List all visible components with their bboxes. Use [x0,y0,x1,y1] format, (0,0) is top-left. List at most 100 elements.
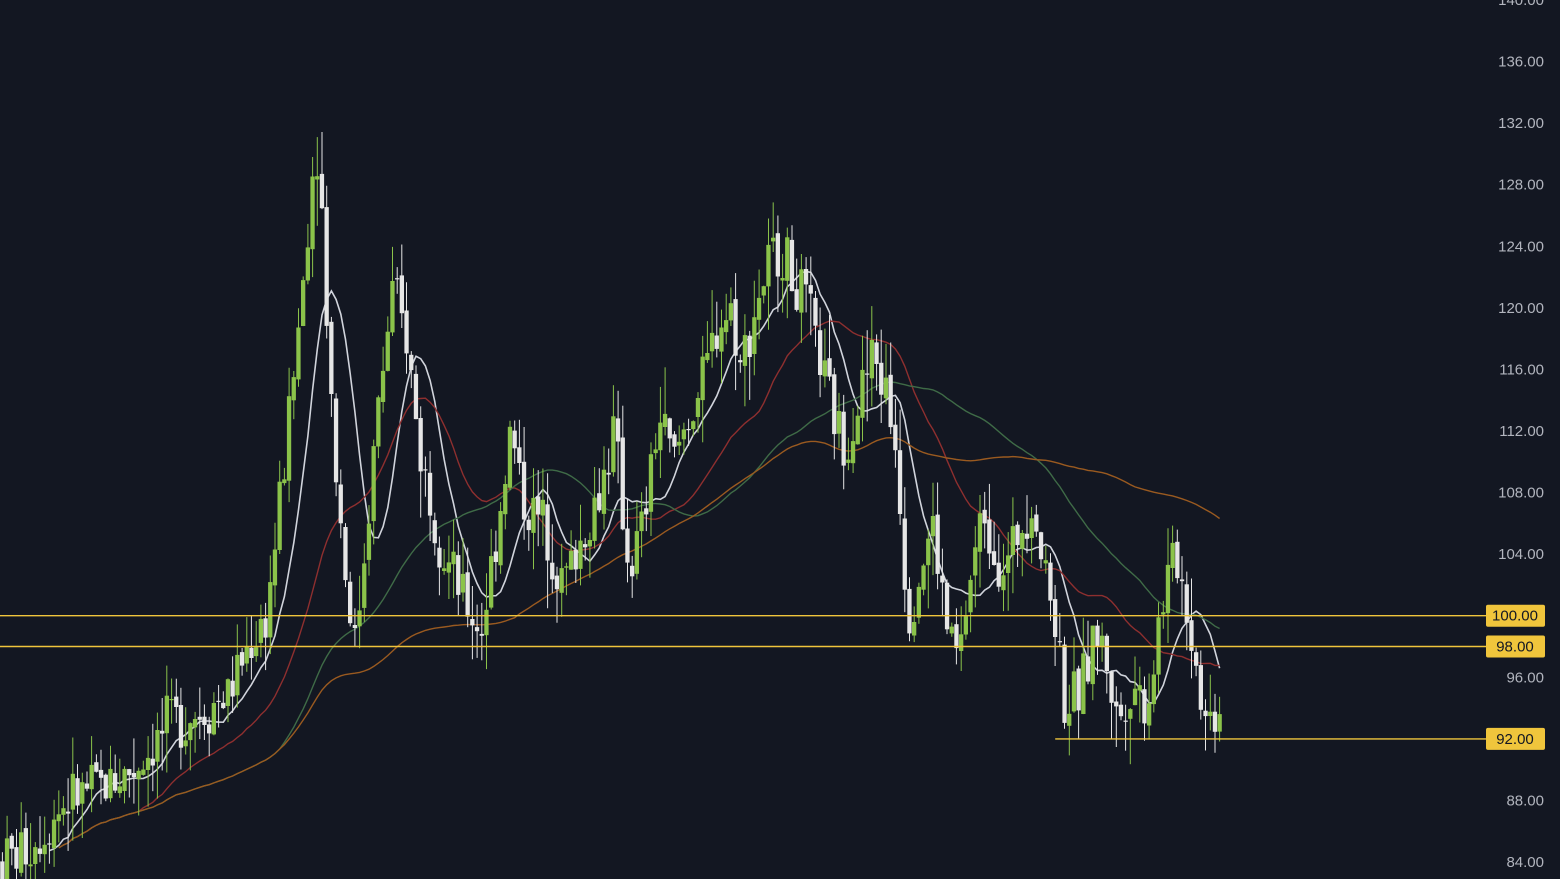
candle-body-down [1015,524,1020,546]
candle [413,365,419,420]
candle [136,767,141,816]
candle [141,760,146,776]
price-level-badge[interactable]: 100.00 [1486,604,1545,627]
candle-body-down [747,335,752,357]
candle [1104,633,1109,694]
y-tick-label: 96.00 [1506,669,1544,686]
candle-body-down [338,484,343,524]
candle-body-up [51,819,57,849]
candle [70,737,75,841]
candle-body-up [503,484,508,515]
candle-body-up [390,281,395,333]
candle [1194,647,1199,677]
candle-body-down [545,504,550,561]
candle-body-up [1217,714,1222,732]
candle-body-down [249,647,254,658]
price-level-label: 92.00 [1496,731,1534,748]
candle-body-up [921,565,926,590]
candle-body-up [719,327,724,352]
candle [197,687,202,740]
candle-body-down [733,299,738,356]
candle-body-up [291,377,296,401]
candle-body-up [883,377,889,399]
price-level-badge[interactable]: 98.00 [1486,635,1545,658]
candle-body-down [818,330,823,375]
candle [390,246,395,336]
candle-body-up [460,573,466,593]
candle-body-up [1071,671,1077,712]
candle-body-up [677,441,682,446]
candle [286,367,292,503]
candle [1198,650,1203,720]
candle-body-down [982,509,987,524]
candle-body-up [766,244,771,287]
candle-body-down [103,774,108,799]
candle [1043,545,1048,574]
candle [239,648,245,676]
candle [686,418,691,446]
candle-body-up [192,719,198,728]
candle-body-up [691,421,696,430]
candle-body-down [427,472,433,516]
candle [418,406,423,518]
candle [879,329,884,423]
candle [127,768,132,798]
candle-body-down [987,519,992,554]
candle-body-down [841,411,846,466]
candle [310,157,315,278]
candle [672,431,677,458]
candle [465,547,470,628]
candle [700,335,705,443]
candle [338,469,343,539]
price-axis[interactable]: 84.00 88.00 96.00 104.00 108.00 112.00 116.00 1… [1498,0,1544,871]
candle [818,307,823,398]
candle [1006,532,1011,611]
candle [427,451,433,541]
candle [1132,656,1138,706]
candle [94,754,99,773]
candle-body-up [912,622,917,636]
candle [451,519,456,599]
candle-body-down [1203,710,1208,717]
candle-body-down [620,437,625,530]
candle [150,723,155,792]
candle [526,515,531,551]
candle [987,483,992,569]
candle-body-down [888,374,893,428]
candle [583,538,588,561]
candle [1142,676,1147,741]
candle-body-up [145,757,151,770]
candle [954,608,959,665]
candle-body-down [686,429,691,431]
candle-body-up [681,429,686,440]
candle [404,282,409,374]
candle-body-down [517,447,522,463]
candle [1170,525,1175,582]
candle [37,816,43,863]
candle [536,470,541,547]
candle-body-up [540,499,545,516]
candle-body-up [28,864,33,867]
candle-body-down [1095,625,1100,647]
candle [949,622,954,637]
candle [592,467,597,549]
price-level-badge[interactable]: 92.00 [1486,727,1545,750]
candle [803,257,809,313]
candle [479,602,484,661]
candle [61,796,66,826]
candle-body-down [348,581,353,624]
candle [761,285,766,304]
candle-body-down [667,418,672,439]
candle-body-up [310,176,315,250]
candle [23,812,28,879]
candle [836,392,842,448]
candle [531,468,536,570]
candle [9,833,14,866]
candle [145,736,151,807]
candle [578,504,583,586]
y-tick-label: 132.00 [1498,115,1544,132]
candle [935,482,940,590]
candle-body-up [33,847,38,864]
